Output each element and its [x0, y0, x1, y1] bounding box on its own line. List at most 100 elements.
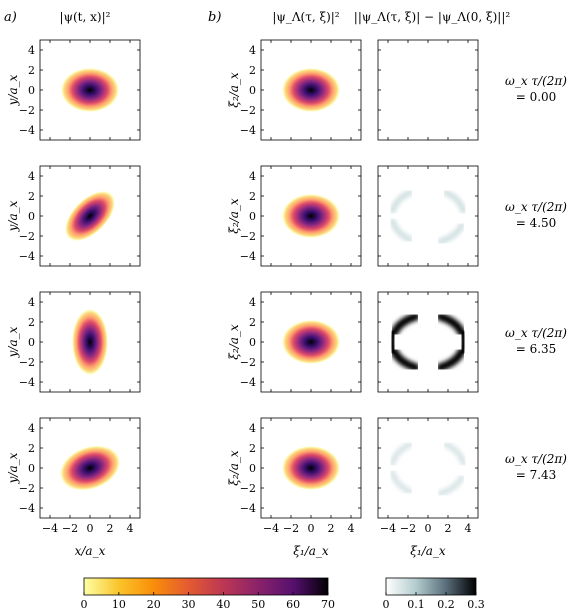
y-tick-label-0-1: −2: [240, 104, 256, 117]
difference-arc-2-0: [390, 347, 420, 372]
y-tick-label-3-0: 4: [28, 422, 35, 435]
difference-arc-3-2: [437, 474, 465, 497]
colorbar-tick-label-density: 70: [321, 598, 335, 610]
y-tick-label-3-1: 0: [249, 462, 256, 475]
x-tick-label-0: 4: [127, 522, 134, 535]
row-label-0: ω_x τ/(2π): [505, 74, 567, 88]
panel-r2-c1: −4 −2 0 2 4: [240, 291, 362, 393]
y-tick-label-0-1: 0: [249, 84, 256, 97]
x-tick-label-1: −4: [263, 522, 279, 535]
colorbars: 0 10 20 30 40 50 60 70 0 0.1 0.2 0.3: [81, 577, 485, 610]
difference-arc-2-2: [436, 312, 466, 337]
difference-arc-2-1: [436, 347, 466, 372]
colorbar-density: [83, 577, 329, 596]
x-tick-label-1: 0: [308, 522, 315, 535]
panel-r0-c0: −4 −2 0 2 4: [19, 39, 141, 141]
y-tick-label-3-0: −2: [19, 482, 35, 495]
colorbar-tick-label-density: 40: [216, 598, 230, 610]
row-label-2: ω_x τ/(2π): [505, 326, 567, 340]
density-blob-1: [65, 191, 115, 241]
y-axis-label-col1: y/a_x: [6, 326, 20, 358]
difference-arc-2-3: [390, 312, 420, 337]
y-tick-label-2-0: 4: [28, 296, 35, 309]
colorbar-tick-label-density: 50: [251, 598, 265, 610]
y-tick-label-2-0: 0: [28, 336, 35, 349]
y-tick-label-3-1: 4: [249, 422, 256, 435]
row-value-1: = 4.50: [516, 216, 557, 230]
panel-r0-c2: [377, 39, 479, 141]
density-blob-lambda-2: [282, 320, 340, 364]
panel-label-a: a): [4, 10, 17, 25]
x-tick-label-1: −2: [283, 522, 299, 535]
colorbar-tick-label-density: 60: [286, 598, 300, 610]
difference-arc-1-0: [389, 189, 413, 215]
x-tick-label-2: −4: [380, 522, 396, 535]
panel-background: [378, 418, 478, 518]
y-tick-label-3-0: 0: [28, 462, 35, 475]
panel-r1-c0: −4 −2 0 2 4: [19, 165, 141, 267]
colorbar-tick-label-density: 30: [182, 598, 196, 610]
y-tick-label-2-1: 4: [249, 296, 256, 309]
colorbar-tick-label-density: 0: [81, 598, 88, 610]
y-tick-label-3-1: −4: [240, 502, 256, 515]
column-title-1: |ψ(t, x)|²: [60, 10, 111, 24]
panel-r1-c1: −4 −2 0 2 4: [240, 165, 362, 267]
density-blob-2: [72, 309, 108, 375]
x-tick-label-2: 2: [445, 522, 452, 535]
x-tick-label-1: 4: [348, 522, 355, 535]
x-axis-label-3: ξ₁/a_x: [410, 544, 446, 558]
panel-r2-c0: −4 −2 0 2 4: [19, 291, 141, 393]
colorbar-tick-label-difference: 0.3: [467, 598, 485, 610]
y-tick-label-0-0: 0: [28, 84, 35, 97]
x-axis-label-1: x/a_x: [75, 544, 106, 558]
x-tick-label-0: 0: [87, 522, 94, 535]
y-tick-label-1-1: 0: [249, 210, 256, 223]
difference-arc-1-3: [443, 189, 467, 215]
colorbar-tick-label-difference: 0: [383, 598, 390, 610]
difference-arc-3-3: [443, 441, 467, 467]
row-value-0: = 0.00: [516, 90, 557, 104]
y-tick-label-0-1: 2: [249, 64, 256, 77]
difference-arc-2-5: [387, 328, 399, 356]
y-tick-label-1-0: −4: [19, 250, 35, 263]
difference-arc-3-0: [389, 441, 413, 467]
density-blob-0: [61, 68, 119, 112]
colorbar-difference: [385, 577, 477, 596]
y-tick-label-1-1: 2: [249, 190, 256, 203]
density-blob-lambda-0: [282, 68, 340, 112]
y-tick-label-2-1: 0: [249, 336, 256, 349]
panel-r3-c2: −4 −2 0 2 4: [377, 417, 479, 535]
y-tick-label-2-1: 2: [249, 316, 256, 329]
x-tick-label-0: −2: [62, 522, 78, 535]
row-label-3: ω_x τ/(2π): [505, 452, 567, 466]
x-tick-label-0: −4: [42, 522, 58, 535]
y-tick-label-3-0: 2: [28, 442, 35, 455]
panel-label-b: b): [208, 10, 221, 25]
column-title-3: ||ψ_Λ(τ, ξ)| − |ψ_Λ(0, ξ)||²: [354, 10, 511, 24]
x-tick-label-2: −2: [400, 522, 416, 535]
y-axis-label-col2: ξ₂/a_x: [227, 72, 241, 108]
y-axis-label-col2: ξ₂/a_x: [227, 198, 241, 234]
density-blob-lambda-3: [282, 446, 340, 490]
y-tick-label-2-0: −4: [19, 376, 35, 389]
y-tick-label-2-0: −2: [19, 356, 35, 369]
colorbar-tick-label-density: 20: [147, 598, 161, 610]
y-tick-label-0-1: 4: [249, 44, 256, 57]
y-tick-label-3-1: 2: [249, 442, 256, 455]
colorbar-tick-label-difference: 0.2: [437, 598, 455, 610]
y-tick-label-0-0: 2: [28, 64, 35, 77]
y-tick-label-1-1: −4: [240, 250, 256, 263]
x-tick-label-1: 2: [328, 522, 335, 535]
y-tick-label-0-0: 4: [28, 44, 35, 57]
y-tick-label-2-1: −2: [240, 356, 256, 369]
x-axis-label-2: ξ₁/a_x: [293, 544, 329, 558]
y-tick-label-3-1: −2: [240, 482, 256, 495]
y-tick-label-1-1: −2: [240, 230, 256, 243]
y-tick-label-2-1: −4: [240, 376, 256, 389]
row-value-2: = 6.35: [516, 342, 557, 356]
difference-arc-1-1: [389, 217, 413, 243]
panel-r0-c1: −4 −2 0 2 4: [240, 39, 362, 141]
y-axis-label-col1: y/a_x: [6, 200, 20, 232]
